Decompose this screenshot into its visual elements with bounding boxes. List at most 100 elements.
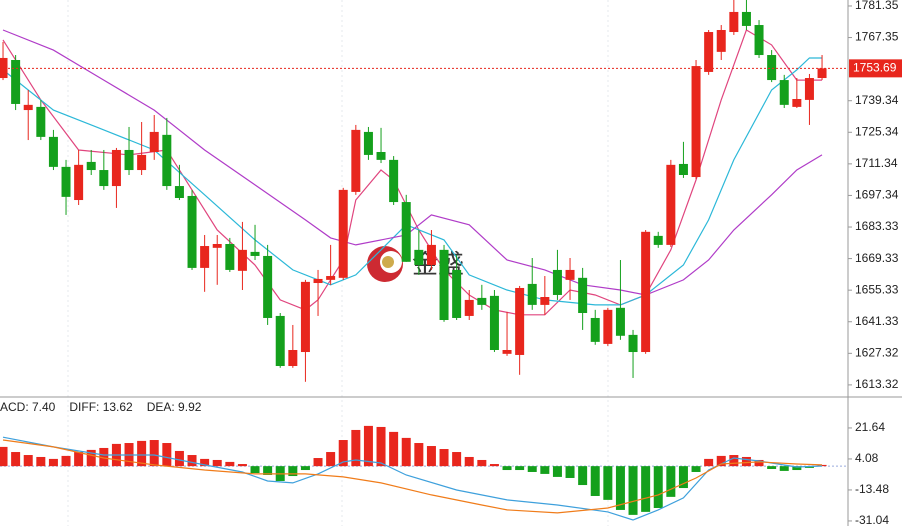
candle-body	[754, 25, 764, 56]
candle-body	[641, 231, 651, 353]
candle-body	[300, 281, 310, 353]
macd-bar	[0, 446, 8, 467]
candle-body	[275, 315, 285, 367]
candle-body	[187, 195, 197, 268]
y-tick-label: 1781.35	[855, 0, 899, 12]
macd-bar	[628, 466, 638, 515]
candle-body	[615, 307, 625, 336]
y-tick-label: 4.08	[855, 451, 879, 465]
macd-bar	[754, 459, 764, 467]
macd-bar	[578, 466, 588, 486]
candle-body	[502, 349, 512, 354]
candle-body	[250, 251, 260, 256]
candle-body	[779, 80, 789, 105]
macd-bar	[11, 452, 21, 467]
y-tick-label: 1669.33	[855, 251, 899, 265]
candle-body	[464, 299, 474, 316]
macd-bar	[187, 455, 197, 467]
macd-bar	[641, 466, 651, 512]
macd-bar	[452, 452, 462, 467]
candle-body	[741, 11, 751, 26]
macd-bar	[338, 440, 348, 467]
candle-body	[792, 99, 802, 107]
macd-bar	[439, 449, 449, 467]
candle-body	[489, 295, 499, 350]
macd-bar	[162, 443, 172, 467]
macd-bar	[653, 466, 663, 508]
candle-body	[326, 276, 336, 280]
y-tick-label: -13.48	[855, 482, 889, 496]
candle-body	[729, 11, 739, 33]
macd-bar	[74, 452, 84, 467]
y-tick-label: 21.64	[855, 420, 885, 434]
macd-bar	[552, 466, 562, 477]
candle-body	[704, 32, 714, 72]
candle-body	[48, 136, 58, 167]
macd-bar	[515, 466, 525, 471]
candle-body	[426, 244, 436, 265]
macd-bar	[565, 466, 575, 478]
line-series	[2, 57, 822, 306]
macd-bar	[401, 437, 411, 467]
candle-body	[817, 68, 827, 79]
macd-bar	[137, 440, 147, 467]
macd-bar	[817, 464, 827, 467]
macd-bar	[792, 466, 802, 471]
candle-body	[61, 166, 71, 197]
macd-bar	[174, 450, 184, 467]
macd-bar	[23, 455, 33, 467]
last-price-label: 1753.69	[853, 61, 897, 75]
candle-body	[200, 246, 210, 268]
macd-bar	[61, 455, 71, 467]
candle-body	[363, 131, 373, 155]
macd-bar	[767, 466, 777, 469]
candle-body	[540, 297, 550, 305]
candle-body	[678, 163, 688, 175]
macd-bar	[729, 455, 739, 467]
candle-body	[527, 283, 537, 305]
macd-bar	[477, 459, 487, 467]
candle-body	[351, 129, 361, 192]
logo-dot	[382, 256, 394, 268]
macd-bar	[464, 456, 474, 467]
macd-bar	[716, 455, 726, 467]
legend-entry: DEA: 9.92	[147, 400, 202, 414]
candle-body	[691, 66, 701, 178]
candle-body	[86, 161, 96, 171]
legend-entry: DIFF: 13.62	[69, 400, 133, 414]
macd-bar	[376, 426, 386, 467]
macd-bar	[590, 466, 600, 496]
candle-body	[162, 134, 172, 187]
candle-body	[565, 269, 575, 280]
macd-bar	[225, 461, 235, 467]
candle-body	[36, 106, 46, 137]
candle-body	[149, 131, 159, 152]
y-tick-label: 1627.32	[855, 346, 899, 360]
candle-body	[174, 186, 184, 198]
macd-bar	[779, 466, 789, 471]
macd-bar	[540, 466, 550, 474]
macd-bar	[300, 466, 310, 471]
candle-body	[439, 249, 449, 321]
y-tick-label: 1767.35	[855, 30, 899, 44]
macd-bar	[237, 464, 247, 467]
candle-body	[376, 151, 386, 160]
macd-bar	[603, 466, 613, 500]
candle-body	[0, 57, 8, 79]
y-tick-label: 1725.34	[855, 124, 899, 138]
y-tick-label: 1683.33	[855, 219, 899, 233]
candle-body	[515, 287, 525, 355]
y-tick-label: 1641.33	[855, 314, 899, 328]
candle-body	[99, 170, 109, 187]
candle-body	[225, 244, 235, 270]
macd-bar	[363, 425, 373, 467]
macd-bar	[741, 456, 751, 467]
y-tick-label: 1613.32	[855, 377, 899, 391]
candle-body	[11, 59, 21, 104]
candle-body	[389, 159, 399, 203]
macd-bar	[263, 466, 273, 475]
macd-bar	[313, 458, 323, 467]
macd-bar	[615, 466, 625, 510]
